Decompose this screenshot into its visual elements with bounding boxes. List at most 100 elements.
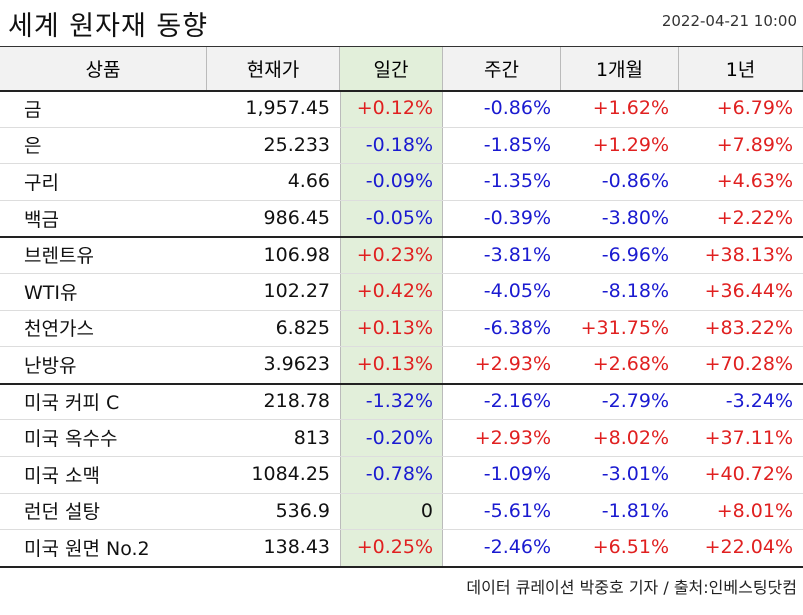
value-cell: +2.22%: [716, 207, 793, 230]
value-cell: +2.93%: [474, 353, 551, 376]
value-cell: -3.24%: [725, 390, 793, 413]
value-cell: -1.09%: [483, 463, 551, 486]
row-divider: [0, 126, 803, 128]
value-cell: +40.72%: [704, 463, 793, 486]
value-cell: -3.81%: [483, 243, 551, 266]
value-cell: -0.86%: [483, 97, 551, 120]
row-label: 브렌트유: [24, 245, 94, 268]
value-cell: +6.79%: [716, 97, 793, 120]
value-cell: +83.22%: [704, 316, 793, 339]
value-cell: +0.13%: [356, 316, 433, 339]
value-cell: -0.05%: [365, 207, 433, 230]
column-header: 일간: [340, 46, 443, 90]
value-cell: 25.233: [263, 133, 330, 156]
value-cell: -2.46%: [483, 536, 551, 559]
value-cell: 1,957.45: [245, 97, 330, 120]
value-cell: -0.18%: [365, 133, 433, 156]
value-cell: 106.98: [263, 243, 330, 266]
row-divider: [0, 419, 803, 421]
row-divider: [0, 529, 803, 531]
row-label: 미국 소맥: [24, 464, 100, 487]
column-header: 1개월: [561, 46, 679, 90]
value-cell: 138.43: [263, 536, 330, 559]
value-cell: -5.61%: [483, 499, 551, 522]
row-label: 런던 설탕: [24, 501, 100, 524]
value-cell: +38.13%: [704, 243, 793, 266]
value-cell: 102.27: [263, 280, 330, 303]
value-cell: -6.96%: [601, 243, 669, 266]
value-cell: +37.11%: [704, 426, 793, 449]
value-cell: +4.63%: [716, 170, 793, 193]
row-divider: [0, 273, 803, 274]
row-label: 미국 커피 C: [24, 391, 120, 414]
value-cell: -0.09%: [365, 170, 433, 193]
value-cell: -3.80%: [601, 207, 669, 230]
value-cell: 813: [293, 426, 330, 449]
row-label: 구리: [24, 171, 59, 194]
value-cell: +1.62%: [592, 97, 669, 120]
value-cell: -1.81%: [601, 499, 669, 522]
value-cell: -0.39%: [483, 207, 551, 230]
header-bottom: [0, 90, 803, 92]
value-cell: -6.38%: [483, 316, 551, 339]
title: 세계 원자재 동향: [8, 11, 209, 42]
value-cell: 4.66: [287, 170, 330, 193]
row-label: 미국 원면 No.2: [24, 537, 150, 560]
value-cell: 0: [420, 499, 433, 522]
value-cell: -0.78%: [365, 463, 433, 486]
row-divider: [0, 492, 803, 494]
column-header: 1년: [679, 46, 803, 90]
row-divider: [0, 236, 803, 239]
value-cell: +36.44%: [704, 280, 793, 303]
value-cell: 986.45: [263, 207, 330, 230]
value-cell: +6.51%: [592, 536, 669, 559]
value-cell: -8.18%: [601, 280, 669, 303]
value-cell: 218.78: [263, 390, 330, 413]
value-cell: -1.35%: [483, 170, 551, 193]
value-cell: -4.05%: [483, 280, 551, 303]
value-cell: +0.12%: [356, 97, 433, 120]
value-cell: +7.89%: [716, 133, 793, 156]
value-cell: +0.42%: [356, 280, 433, 303]
value-cell: -2.79%: [601, 390, 669, 413]
value-cell: 1084.25: [251, 463, 330, 486]
value-cell: +2.93%: [474, 426, 551, 449]
row-label: 백금: [24, 208, 59, 231]
value-cell: +1.29%: [592, 133, 669, 156]
column-header: 현재가: [207, 46, 340, 90]
value-cell: 536.9: [275, 499, 330, 522]
row-divider: [0, 382, 803, 385]
row-divider: [0, 309, 803, 311]
value-cell: -1.85%: [483, 133, 551, 156]
table-bottom: [0, 565, 803, 568]
row-divider: [0, 163, 803, 165]
value-cell: +8.01%: [716, 499, 793, 522]
footer: 데이터 큐레이션 박중호 기자 / 출처:인베스팅닷컴: [466, 578, 797, 597]
row-divider: [0, 346, 803, 348]
row-label: WTI유: [24, 281, 78, 304]
value-cell: 6.825: [275, 316, 330, 339]
column-header: 상품: [0, 46, 207, 90]
column-header: 주간: [443, 46, 561, 90]
value-cell: +22.04%: [704, 536, 793, 559]
row-label: 은: [24, 135, 42, 158]
row-label: 미국 옥수수: [24, 428, 118, 451]
value-cell: -2.16%: [483, 390, 551, 413]
value-cell: +0.23%: [356, 243, 433, 266]
row-label: 천연가스: [24, 318, 94, 341]
value-cell: +2.68%: [592, 353, 669, 376]
row-divider: [0, 456, 803, 457]
value-cell: 3.9623: [263, 353, 330, 376]
value-cell: +0.25%: [356, 536, 433, 559]
value-cell: -0.86%: [601, 170, 669, 193]
value-cell: +8.02%: [592, 426, 669, 449]
date: 2022-04-21 10:00: [661, 12, 797, 30]
value-cell: +70.28%: [704, 353, 793, 376]
value-cell: -0.20%: [365, 426, 433, 449]
value-cell: -3.01%: [601, 463, 669, 486]
highlight-column: [340, 90, 443, 566]
value-cell: -1.32%: [365, 390, 433, 413]
row-divider: [0, 199, 803, 201]
row-label: 난방유: [24, 354, 77, 377]
row-label: 금: [24, 98, 42, 121]
